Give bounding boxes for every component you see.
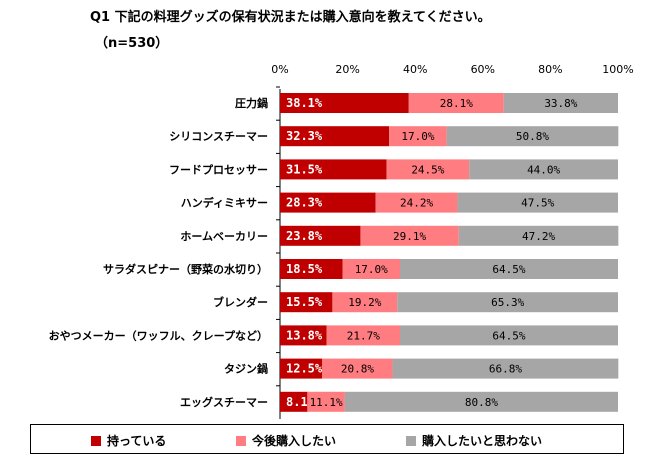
bar-segment xyxy=(397,292,618,313)
data-label: 33.8% xyxy=(544,97,577,110)
x-tick-label: 100% xyxy=(602,63,633,76)
data-label: 66.8% xyxy=(489,363,522,376)
data-label: 50.8% xyxy=(516,130,549,143)
category-label: エッグスチーマー xyxy=(180,395,268,409)
x-tick-label: 20% xyxy=(335,63,359,76)
bar-segment xyxy=(457,192,618,213)
bar-segment xyxy=(458,225,619,246)
data-label: 15.5% xyxy=(286,295,323,309)
bar-segment xyxy=(399,325,618,346)
bar-segment xyxy=(280,192,376,213)
category-label: シリコンスチーマー xyxy=(169,130,268,143)
legend-item-own: 持っている xyxy=(91,432,166,449)
category-label: ブレンダー xyxy=(213,295,268,309)
data-label: 47.5% xyxy=(521,197,554,210)
legend-swatch-own xyxy=(91,435,101,446)
legend-label-want: 今後購入したい xyxy=(252,434,337,448)
category-label: サラダスピナー（野菜の水切り） xyxy=(103,262,268,276)
data-label: 19.2% xyxy=(348,296,381,309)
data-label: 44.0% xyxy=(527,163,560,176)
bar-segment xyxy=(280,358,323,379)
data-label: 21.7% xyxy=(347,329,380,342)
bar-segment xyxy=(399,259,618,279)
bar-segment xyxy=(280,292,333,313)
data-label: 80.8% xyxy=(465,396,498,409)
bar-segment xyxy=(503,93,618,113)
bar-segment xyxy=(307,391,345,412)
bar-segment xyxy=(344,391,618,412)
bar-segment xyxy=(342,259,400,279)
legend-item-want: 今後購入したい xyxy=(236,432,336,449)
category-label: ホームベーカリー xyxy=(180,230,268,243)
category-label: ハンディミキサー xyxy=(181,196,268,210)
legend: 持っている 今後購入したい 購入したいと思わない xyxy=(30,424,624,454)
bar-segment xyxy=(280,259,343,279)
data-label: 17.0% xyxy=(401,130,434,143)
chart-subtitle: （n=530） xyxy=(95,36,169,51)
bar-segment xyxy=(386,159,470,180)
bar-segment xyxy=(375,192,458,213)
category-label: おやつメーカー（ワッフル、クレープなど） xyxy=(49,328,268,342)
bar-segment xyxy=(280,93,409,113)
bar-segment xyxy=(389,126,447,147)
data-label: 28.3% xyxy=(286,196,323,210)
bar-segment xyxy=(280,391,308,412)
x-tick-label: 60% xyxy=(471,63,495,76)
data-label: 32.3% xyxy=(286,129,323,143)
legend-label-own: 持っている xyxy=(107,434,167,448)
bar-segment xyxy=(446,126,619,147)
category-label: タジン鍋 xyxy=(224,362,268,376)
data-label: 64.5% xyxy=(492,263,525,276)
data-label: 23.8% xyxy=(286,229,323,243)
category-label: フードプロセッサー xyxy=(169,162,268,176)
data-label: 47.2% xyxy=(522,230,555,243)
bar-segment xyxy=(280,225,361,246)
data-label: 12.5% xyxy=(286,362,323,376)
data-label: 24.2% xyxy=(400,197,433,210)
data-label: 29.1% xyxy=(393,230,426,243)
bar-segment xyxy=(392,358,619,379)
bar-segment xyxy=(280,126,390,147)
bar-segment xyxy=(322,358,393,379)
legend-swatch-want xyxy=(236,435,246,446)
bar-segment xyxy=(408,93,504,113)
x-tick-label: 80% xyxy=(538,63,562,76)
data-label: 11.1% xyxy=(310,396,343,409)
legend-label-no: 購入したいと思わない xyxy=(422,434,543,448)
data-label: 28.1% xyxy=(440,97,473,110)
legend-item-no: 購入したいと思わない xyxy=(406,432,542,449)
chart-title: Q1 下記の料理グッズの保有状況または購入意向を教えてください。 xyxy=(90,10,491,25)
data-label: 18.5% xyxy=(286,262,323,276)
data-label: 31.5% xyxy=(286,162,323,176)
data-label: 13.8% xyxy=(286,328,323,342)
bar-segment xyxy=(280,159,387,180)
bar-segment xyxy=(280,325,327,346)
stacked-bar-chart: 0% 20% 40% 60% 80% 100% 圧力鍋 38.1% 28.1% 33.8% シリコン… xyxy=(49,63,634,419)
data-label: 20.8% xyxy=(341,363,374,376)
legend-swatch-no xyxy=(406,435,416,446)
data-label: 64.5% xyxy=(492,329,525,342)
data-label: 17.0% xyxy=(355,263,388,276)
bar-segment xyxy=(332,292,398,313)
bar-segment xyxy=(326,325,400,346)
category-label: 圧力鍋 xyxy=(235,96,268,110)
data-label: 38.1% xyxy=(286,96,323,110)
data-label: 24.5% xyxy=(411,163,444,176)
bar-segment xyxy=(469,159,618,180)
x-tick-label: 0% xyxy=(271,63,288,76)
bar-segment xyxy=(360,225,459,246)
data-label: 65.3% xyxy=(491,296,524,309)
x-tick-label: 40% xyxy=(403,63,427,76)
